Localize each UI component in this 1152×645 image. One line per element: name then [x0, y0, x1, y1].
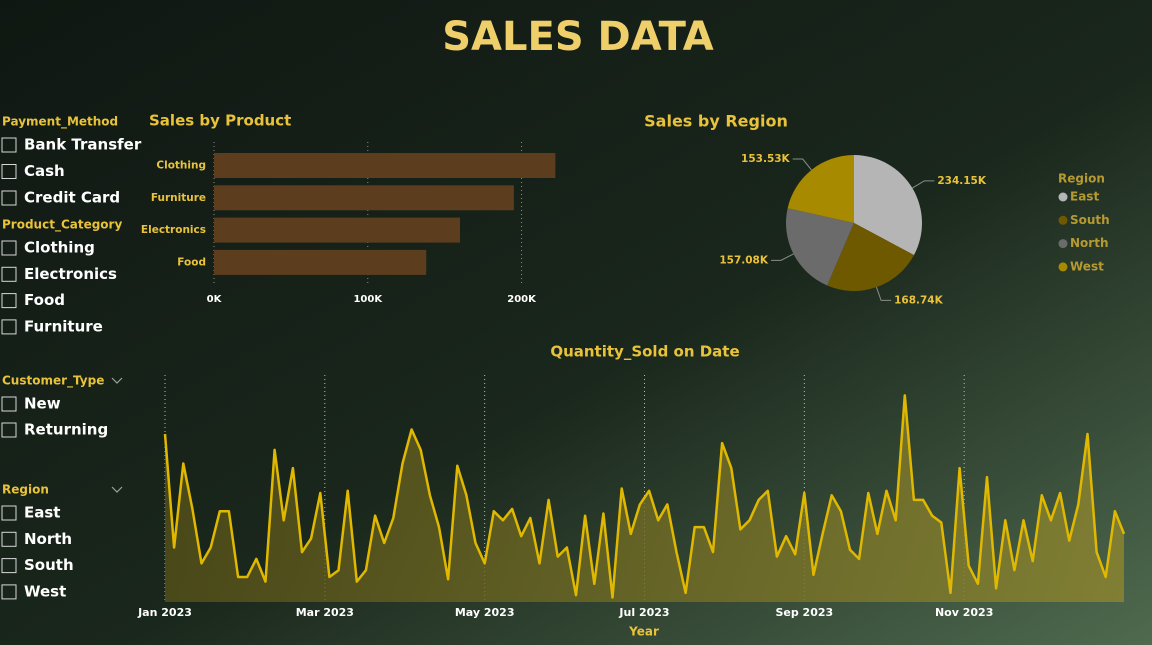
chart-title: Sales by Region [644, 112, 788, 131]
leader-line [912, 180, 935, 189]
slicer-item[interactable]: Credit Card [24, 189, 120, 207]
x-tick-label: 200K [507, 294, 537, 305]
chart-title: Sales by Product [149, 112, 291, 130]
x-axis-title: Year [628, 625, 659, 639]
slicer-checkbox[interactable] [1, 422, 17, 438]
slicer-title: Region [2, 483, 49, 497]
slicer-checkbox[interactable] [1, 190, 17, 206]
slicer-item[interactable]: East [24, 504, 60, 522]
slicer-item[interactable]: Clothing [24, 239, 95, 257]
data-label: 234.15K [937, 175, 987, 187]
slicer-checkbox[interactable] [1, 558, 17, 574]
slicer-item[interactable]: South [24, 556, 74, 574]
bar [214, 217, 461, 243]
y-tick-label: Food [177, 256, 206, 268]
data-label: 153.53K [741, 153, 791, 165]
slicer-title: Customer_Type [2, 374, 104, 389]
data-label: 157.08K [719, 254, 769, 266]
leader-line [770, 253, 794, 261]
x-tick-label: Sep 2023 [775, 606, 833, 619]
slicer-chevron[interactable] [111, 486, 123, 493]
x-tick-label: May 2023 [455, 606, 515, 619]
pie-slice [787, 155, 854, 223]
slicer-checkbox[interactable] [1, 164, 17, 179]
slicer-checkbox[interactable] [1, 531, 17, 547]
bar [214, 153, 556, 178]
legend-label: East [1070, 190, 1099, 204]
slicer-item[interactable]: Electronics [24, 265, 117, 283]
slicer-item[interactable]: North [24, 530, 72, 548]
slicer-item[interactable]: Furniture [24, 317, 103, 335]
legend-swatch [1058, 262, 1068, 272]
slicer-title: Product_Category [2, 218, 122, 233]
y-tick-label: Furniture [151, 192, 206, 204]
bar [214, 185, 514, 211]
slicer-checkbox[interactable] [1, 240, 17, 256]
legend-swatch [1058, 239, 1068, 249]
chart-title: Quantity_Sold on Date [550, 343, 739, 361]
slicer-checkbox[interactable] [1, 319, 17, 335]
x-tick-label: Jan 2023 [137, 606, 192, 619]
slicer-checkbox[interactable] [1, 396, 17, 412]
pie-slice [827, 223, 914, 291]
pie-slice [854, 155, 922, 256]
legend-label: North [1070, 236, 1108, 250]
x-tick-label: Nov 2023 [935, 606, 993, 619]
slicer-checkbox[interactable] [1, 293, 17, 309]
line [163, 394, 1126, 599]
slicer-item[interactable]: New [24, 395, 61, 413]
slicer-item[interactable]: Cash [24, 162, 65, 180]
slicer-checkbox[interactable] [1, 584, 17, 600]
slicer-item[interactable]: Bank Transfer [24, 136, 142, 154]
x-tick-label: 100K [353, 294, 383, 305]
x-tick-label: Mar 2023 [296, 606, 354, 619]
dashboard-title: SALES DATA [442, 14, 714, 60]
slicer-checkbox[interactable] [1, 505, 17, 521]
leader-line [792, 158, 812, 171]
slicer-item[interactable]: Food [24, 291, 65, 309]
legend-swatch [1058, 192, 1068, 202]
x-tick-label: Jul 2023 [618, 606, 669, 619]
slicer-item[interactable]: Returning [24, 421, 108, 439]
legend-label: West [1070, 259, 1104, 273]
slicer-item[interactable]: West [24, 582, 66, 600]
data-label: 168.74K [894, 294, 944, 306]
pie-slice [786, 208, 854, 286]
y-tick-label: Electronics [141, 224, 206, 236]
leader-line [875, 287, 892, 301]
legend-title: Region [1058, 172, 1105, 186]
slicer-checkbox[interactable] [1, 266, 17, 282]
legend-label: South [1070, 213, 1110, 227]
y-tick-label: Clothing [156, 160, 206, 172]
bar [214, 249, 427, 275]
legend-swatch [1058, 215, 1068, 225]
slicer-checkbox[interactable] [1, 137, 17, 153]
slicer-chevron[interactable] [111, 377, 123, 384]
slicer-title: Payment_Method [2, 115, 118, 130]
x-tick-label: 0K [207, 294, 223, 305]
